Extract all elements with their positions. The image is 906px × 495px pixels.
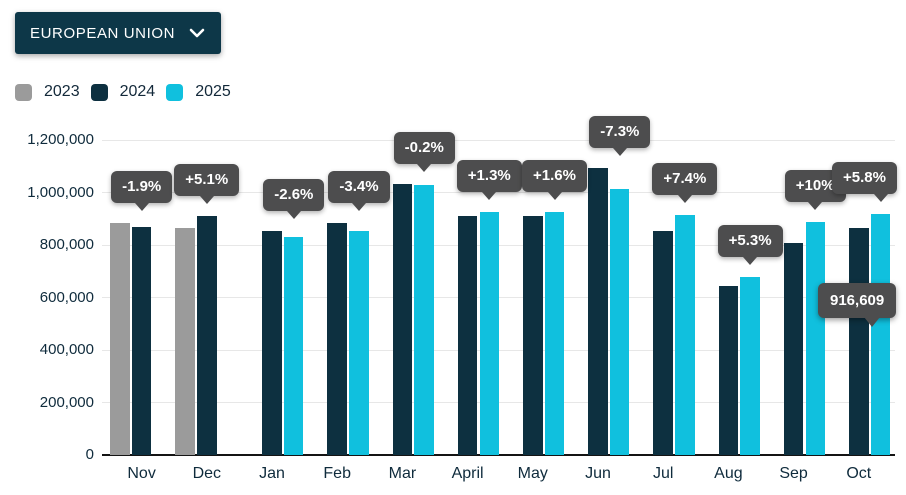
pct-badge-Nov: -1.9%: [111, 170, 173, 211]
pct-badge-Aug: +5.3%: [717, 224, 783, 265]
bar-2025-Jun[interactable]: [609, 189, 630, 455]
pct-badge-tail: [612, 148, 627, 157]
legend-swatch-2023: [15, 83, 32, 101]
pct-badge-tail: [417, 164, 432, 173]
pct-badge-tail: [134, 202, 149, 211]
x-axis-label-Jan: Jan: [259, 465, 285, 482]
legend-item-2023[interactable]: 2023: [15, 83, 80, 101]
bar-2024-Mar[interactable]: [392, 184, 413, 455]
pct-badge-Jun: -7.3%: [589, 116, 651, 157]
x-axis-label-Dec: Dec: [192, 465, 222, 482]
region-selector-label: EUROPEAN UNION: [30, 24, 176, 42]
pct-badge-tail: [808, 201, 823, 210]
legend-item-2025[interactable]: 2025: [166, 83, 231, 101]
legend-label-2025: 2025: [195, 83, 231, 100]
pct-badge-tail: [547, 191, 562, 200]
y-grid-line: [102, 139, 895, 141]
x-axis-label-April: April: [451, 465, 484, 482]
pct-badge-tail: [286, 210, 301, 219]
bar-2023-Dec[interactable]: [175, 227, 195, 455]
pct-badge-tail: [482, 192, 497, 201]
bar-2024-Feb[interactable]: [327, 223, 347, 455]
pct-badge-Oct: +5.8%: [832, 162, 897, 203]
bar-2023-Nov[interactable]: [110, 222, 130, 455]
y-tick-label: 600,000: [39, 288, 94, 306]
chevron-down-icon: [189, 28, 205, 38]
x-axis-label-Sep: Sep: [779, 465, 808, 482]
bar-2024-Dec[interactable]: [197, 216, 217, 455]
bar-2024-Jan[interactable]: [262, 230, 282, 455]
pct-badge-tail: [743, 256, 758, 265]
pct-badge-May: +1.6%: [522, 159, 587, 200]
pct-badge-tail: [677, 194, 692, 203]
legend-swatch-2024: [90, 83, 108, 101]
bar-2024-May[interactable]: [523, 215, 543, 455]
value-callout-tail: [864, 317, 880, 327]
x-axis-label-Aug: Aug: [714, 465, 743, 482]
x-axis-label-Jun: Jun: [585, 465, 611, 482]
bar-2024-Sep[interactable]: [783, 242, 804, 455]
bar-2024-April[interactable]: [457, 215, 478, 455]
bar-2025-April[interactable]: [479, 212, 500, 455]
region-selector[interactable]: EUROPEAN UNION: [15, 12, 222, 54]
y-tick-label: 800,000: [39, 236, 94, 253]
legend: 2023 2024 2025: [15, 83, 231, 101]
y-grid-line: [102, 192, 895, 193]
bar-2025-Jan[interactable]: [283, 236, 304, 455]
pct-badge-Mar: -0.2%: [393, 132, 455, 173]
pct-badge-tail: [873, 194, 888, 203]
y-tick-label: 1,200,000: [27, 131, 94, 148]
y-tick-label: 400,000: [39, 341, 94, 358]
y-tick-label: 0: [85, 446, 94, 463]
bar-2025-May[interactable]: [544, 211, 565, 455]
pct-badge-tail: [351, 203, 366, 212]
legend-label-2024: 2024: [119, 83, 156, 100]
x-axis-line: [102, 454, 895, 456]
x-axis-label-May: May: [517, 465, 548, 482]
bar-2024-Nov[interactable]: [131, 227, 152, 455]
bar-2025-Jul[interactable]: [675, 214, 695, 455]
bar-2025-Sep[interactable]: [805, 221, 826, 455]
bar-2025-Oct[interactable]: [870, 214, 891, 455]
bar-2024-Jul[interactable]: [653, 231, 673, 455]
pct-badge-April: +1.3%: [456, 160, 522, 201]
x-axis-label-Jul: Jul: [652, 465, 674, 482]
bar-2025-Feb[interactable]: [349, 231, 369, 455]
bar-2024-Aug[interactable]: [718, 285, 739, 455]
bar-2024-Oct[interactable]: [849, 227, 869, 455]
legend-label-2023: 2023: [44, 83, 80, 100]
bar-2025-Mar[interactable]: [414, 184, 434, 455]
y-tick-label: 200,000: [39, 393, 94, 411]
bar-2025-Aug[interactable]: [740, 276, 760, 455]
x-axis-label-Nov: Nov: [127, 465, 156, 482]
y-tick-label: 1,000,000: [27, 183, 94, 201]
bar-2024-Jun[interactable]: [588, 168, 608, 455]
x-axis-label-Feb: Feb: [323, 465, 351, 482]
pct-badge-Jan: -2.6%: [263, 178, 325, 219]
pct-badge-Dec: +5.1%: [174, 164, 240, 205]
legend-item-2024[interactable]: 2024: [90, 83, 156, 101]
value-callout: 916,609: [818, 283, 897, 327]
legend-swatch-2025: [166, 83, 184, 101]
pct-badge-tail: [199, 196, 214, 205]
x-axis-label-Mar: Mar: [388, 465, 417, 482]
x-axis-label-Oct: Oct: [846, 465, 872, 482]
pct-badge-Jul: +7.4%: [652, 162, 718, 203]
pct-badge-Feb: -3.4%: [328, 171, 390, 212]
